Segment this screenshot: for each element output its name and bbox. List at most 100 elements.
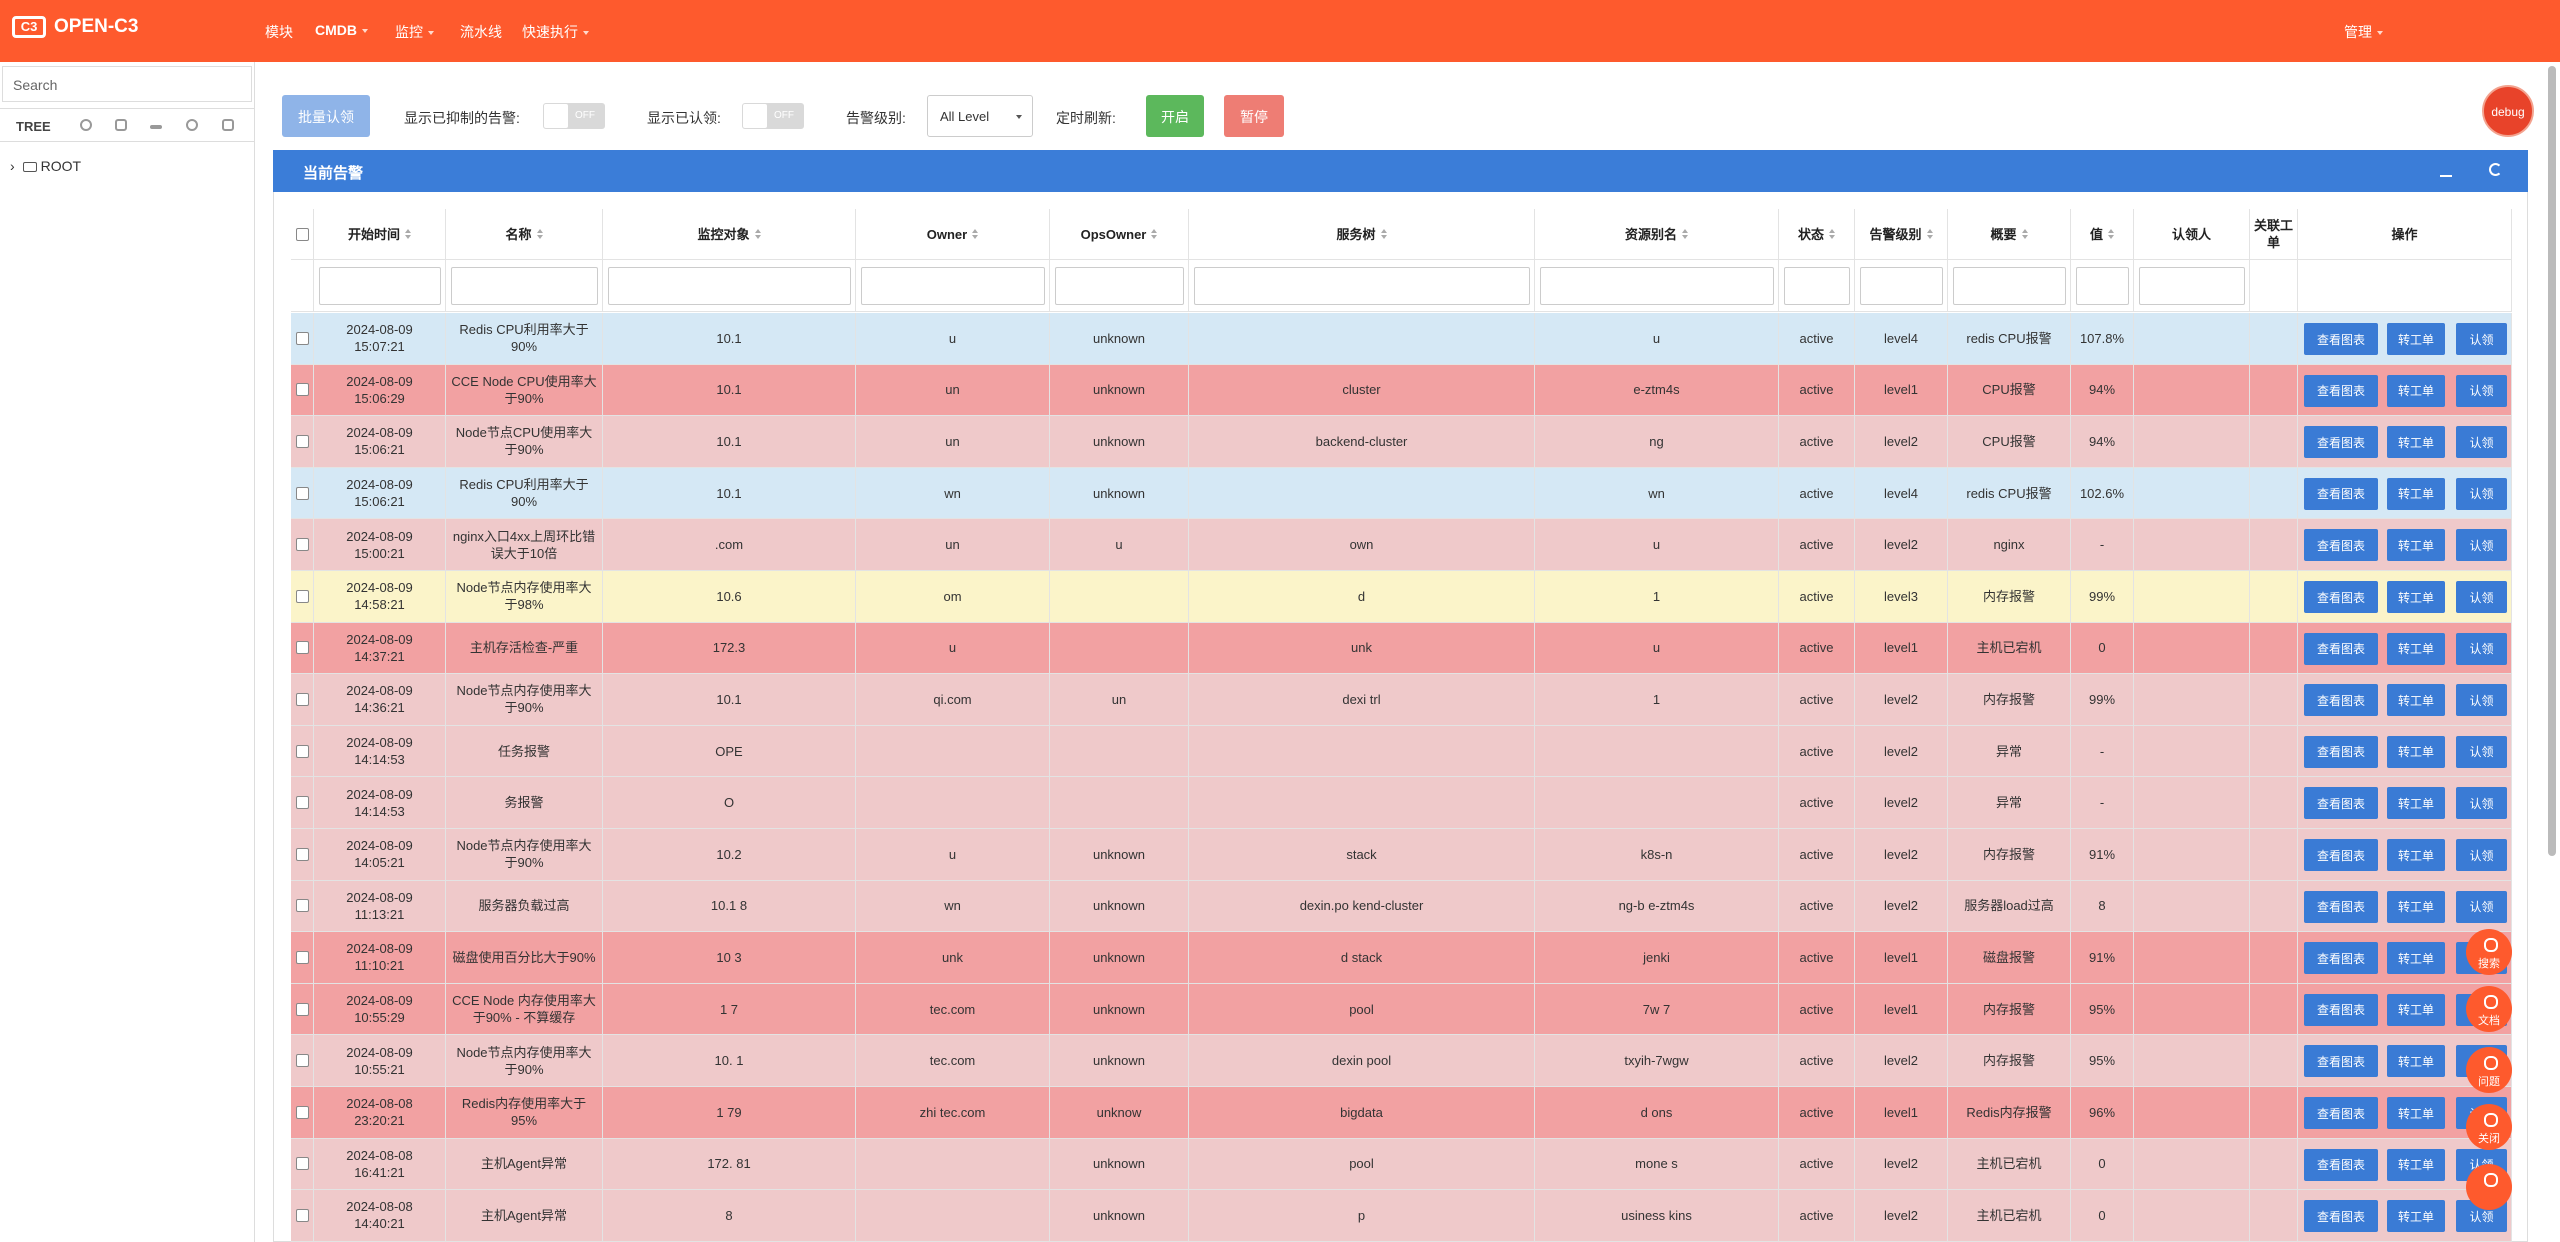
refresh-icon[interactable] bbox=[2489, 163, 2502, 176]
action-button[interactable]: 查看图表 bbox=[2304, 581, 2378, 613]
checkbox[interactable] bbox=[295, 1157, 309, 1171]
action-button[interactable]: 转工单 bbox=[2387, 323, 2445, 355]
action-button[interactable]: 转工单 bbox=[2387, 839, 2445, 871]
checkbox[interactable] bbox=[295, 331, 309, 345]
tree-icon[interactable] bbox=[186, 119, 198, 131]
checkbox[interactable] bbox=[295, 1208, 309, 1222]
action-button[interactable]: 查看图表 bbox=[2304, 735, 2378, 768]
checkbox[interactable] bbox=[295, 538, 309, 552]
toggle[interactable]: OFF bbox=[742, 103, 804, 129]
action-button[interactable]: 查看图表 bbox=[2304, 529, 2378, 562]
action-button[interactable]: 转工单 bbox=[2387, 993, 2445, 1026]
action-button[interactable]: 查看图表 bbox=[2304, 323, 2378, 355]
filter-input[interactable] bbox=[451, 267, 598, 305]
action-button[interactable]: 认领 bbox=[2456, 581, 2507, 613]
action-button[interactable]: 认领 bbox=[2456, 426, 2507, 459]
batch-claim-button[interactable]: 批量认领 bbox=[282, 95, 370, 137]
pause-button[interactable]: 暂停 bbox=[1224, 95, 1284, 137]
action-button[interactable]: 转工单 bbox=[2387, 1097, 2445, 1129]
checkbox[interactable] bbox=[295, 589, 309, 603]
action-button[interactable]: 查看图表 bbox=[2304, 787, 2378, 820]
action-button[interactable]: 认领 bbox=[2456, 529, 2507, 562]
header-cell[interactable]: 监控对象 bbox=[603, 209, 856, 260]
action-button[interactable]: 查看图表 bbox=[2304, 1148, 2378, 1181]
action-button[interactable]: 转工单 bbox=[2387, 890, 2445, 923]
action-button[interactable]: 查看图表 bbox=[2304, 632, 2378, 665]
tree-icon[interactable] bbox=[222, 119, 234, 131]
action-button[interactable]: 认领 bbox=[2456, 890, 2507, 923]
fab-collapse[interactable] bbox=[2466, 1164, 2512, 1210]
nav-item[interactable]: 快速执行 bbox=[522, 22, 589, 42]
action-button[interactable]: 查看图表 bbox=[2304, 477, 2378, 510]
action-button[interactable]: 认领 bbox=[2456, 787, 2507, 820]
checkbox[interactable] bbox=[295, 1054, 309, 1068]
level-select[interactable]: All Level bbox=[927, 95, 1033, 137]
filter-input[interactable] bbox=[319, 267, 441, 305]
tree-icon[interactable] bbox=[150, 125, 162, 129]
nav-item[interactable]: 监控 bbox=[395, 22, 434, 42]
fab-search[interactable]: 搜索 bbox=[2466, 929, 2512, 975]
filter-input[interactable] bbox=[1953, 267, 2066, 305]
checkbox[interactable] bbox=[295, 950, 309, 964]
tree-icon[interactable] bbox=[80, 119, 92, 131]
action-button[interactable]: 认领 bbox=[2456, 839, 2507, 871]
action-button[interactable]: 查看图表 bbox=[2304, 1200, 2378, 1233]
toggle[interactable]: OFF bbox=[543, 103, 605, 129]
action-button[interactable]: 查看图表 bbox=[2304, 684, 2378, 717]
header-cell[interactable]: 开始时间 bbox=[314, 209, 446, 260]
action-button[interactable]: 转工单 bbox=[2387, 529, 2445, 562]
nav-item[interactable]: 流水线 bbox=[460, 24, 502, 40]
action-button[interactable]: 转工单 bbox=[2387, 581, 2445, 613]
action-button[interactable]: 转工单 bbox=[2387, 477, 2445, 510]
nav-item[interactable]: CMDB bbox=[315, 22, 368, 38]
checkbox[interactable] bbox=[295, 692, 309, 706]
action-button[interactable]: 认领 bbox=[2456, 323, 2507, 355]
header-cell[interactable]: 服务树 bbox=[1189, 209, 1535, 260]
filter-input[interactable] bbox=[1055, 267, 1184, 305]
action-button[interactable]: 转工单 bbox=[2387, 632, 2445, 665]
action-button[interactable]: 认领 bbox=[2456, 374, 2507, 407]
action-button[interactable]: 查看图表 bbox=[2304, 374, 2378, 407]
header-cell[interactable]: 名称 bbox=[446, 209, 603, 260]
action-button[interactable]: 转工单 bbox=[2387, 1045, 2445, 1078]
filter-input[interactable] bbox=[861, 267, 1045, 305]
fab-docs[interactable]: 文档 bbox=[2466, 986, 2512, 1032]
checkbox[interactable] bbox=[295, 1002, 309, 1016]
download-icon[interactable] bbox=[2440, 164, 2452, 177]
action-button[interactable]: 认领 bbox=[2456, 684, 2507, 717]
action-button[interactable]: 认领 bbox=[2456, 735, 2507, 768]
checkbox[interactable] bbox=[295, 796, 309, 810]
action-button[interactable]: 转工单 bbox=[2387, 684, 2445, 717]
fab-close[interactable]: 关闭 bbox=[2466, 1104, 2512, 1150]
action-button[interactable]: 查看图表 bbox=[2304, 839, 2378, 871]
action-button[interactable]: 查看图表 bbox=[2304, 942, 2378, 975]
filter-input[interactable] bbox=[2076, 267, 2129, 305]
header-cell[interactable]: 状态 bbox=[1779, 209, 1855, 260]
search-input[interactable]: Search bbox=[2, 66, 252, 102]
debug-button[interactable]: debug bbox=[2482, 85, 2534, 137]
header-cell[interactable]: 资源别名 bbox=[1535, 209, 1779, 260]
checkbox[interactable] bbox=[295, 847, 309, 861]
filter-input[interactable] bbox=[1540, 267, 1774, 305]
action-button[interactable]: 认领 bbox=[2456, 477, 2507, 510]
checkbox[interactable] bbox=[295, 1105, 309, 1119]
action-button[interactable]: 转工单 bbox=[2387, 942, 2445, 975]
checkbox[interactable] bbox=[295, 486, 309, 500]
filter-input[interactable] bbox=[2139, 267, 2245, 305]
tree-icon[interactable] bbox=[115, 119, 127, 131]
action-button[interactable]: 查看图表 bbox=[2304, 993, 2378, 1026]
scrollbar[interactable] bbox=[2548, 66, 2556, 856]
action-button[interactable]: 转工单 bbox=[2387, 374, 2445, 407]
header-cell[interactable]: 告警级别 bbox=[1855, 209, 1948, 260]
start-button[interactable]: 开启 bbox=[1146, 95, 1204, 137]
action-button[interactable]: 转工单 bbox=[2387, 735, 2445, 768]
action-button[interactable]: 转工单 bbox=[2387, 1148, 2445, 1181]
checkbox[interactable] bbox=[295, 744, 309, 758]
checkbox[interactable] bbox=[295, 434, 309, 448]
filter-input[interactable] bbox=[1194, 267, 1530, 305]
header-cell[interactable]: 概要 bbox=[1948, 209, 2071, 260]
checkbox[interactable] bbox=[295, 227, 309, 241]
filter-input[interactable] bbox=[608, 267, 851, 305]
header-cell[interactable]: 值 bbox=[2071, 209, 2134, 260]
checkbox[interactable] bbox=[295, 899, 309, 913]
